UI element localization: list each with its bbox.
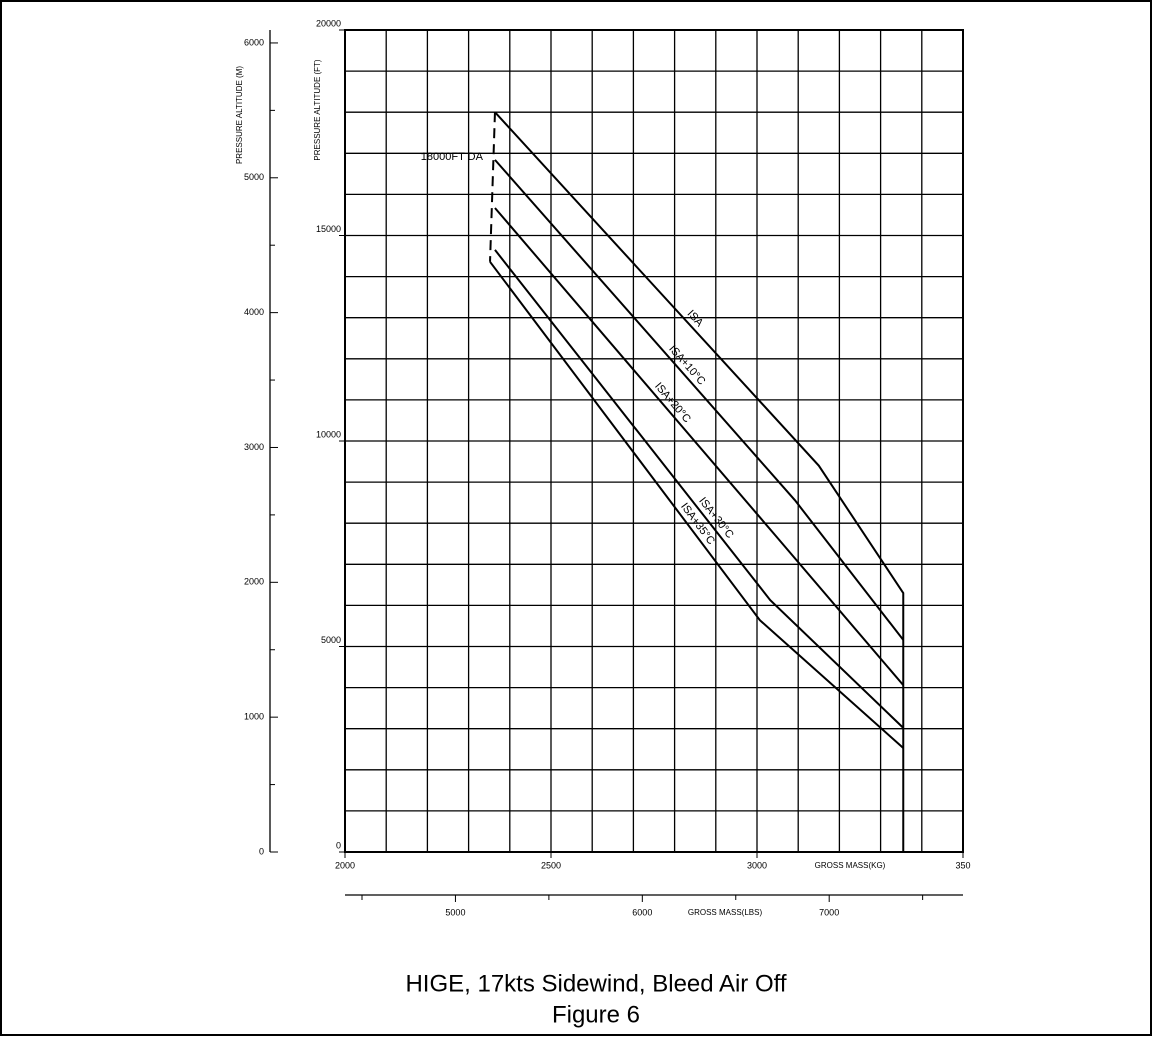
y-tick-label: 20000 [316, 18, 341, 28]
x2-tick-label: 7000 [819, 907, 839, 917]
series-line [494, 207, 905, 686]
y2-tick-label: 2000 [244, 577, 264, 587]
annotation: 18000FT DA [421, 151, 484, 163]
x-tick-label: 350 [955, 860, 970, 870]
chart-subtitle: Figure 6 [552, 1001, 640, 1028]
x2-tick-label: 6000 [632, 907, 652, 917]
series-label: ISA+10°C [666, 343, 707, 388]
x-axis-label: GROSS MASS(KG) [815, 861, 886, 870]
series-line [489, 261, 904, 749]
y2-tick-label: 4000 [244, 307, 264, 317]
y-tick-label: 15000 [316, 224, 341, 234]
x2-tick-label: 5000 [445, 907, 465, 917]
x2-axis-label: GROSS MASS(LBS) [688, 908, 763, 917]
x-tick-label: 3000 [747, 860, 767, 870]
chart-title: HIGE, 17kts Sidewind, Bleed Air Off [405, 970, 786, 997]
y-tick-label: 5000 [321, 635, 341, 645]
y2-tick-label: 0 [259, 846, 264, 856]
series-line [494, 249, 904, 729]
series-line [489, 112, 496, 262]
y2-tick-label: 1000 [244, 712, 264, 722]
y-tick-label: 0 [336, 840, 341, 850]
series-label: ISA [685, 308, 706, 330]
y2-tick-label: 6000 [244, 37, 264, 47]
x-tick-label: 2500 [541, 860, 561, 870]
series-line [494, 159, 905, 641]
x-tick-label: 2000 [335, 860, 355, 870]
y-tick-label: 10000 [316, 429, 341, 439]
series-line [494, 111, 905, 852]
y2-axis-label: PRESSURE ALTITUDE (M) [235, 66, 244, 164]
y-axis-label: PRESSURE ALTITUDE (FT) [313, 59, 322, 161]
y2-tick-label: 5000 [244, 172, 264, 182]
y2-tick-label: 3000 [244, 442, 264, 452]
series-label: ISA+20°C [652, 380, 693, 425]
